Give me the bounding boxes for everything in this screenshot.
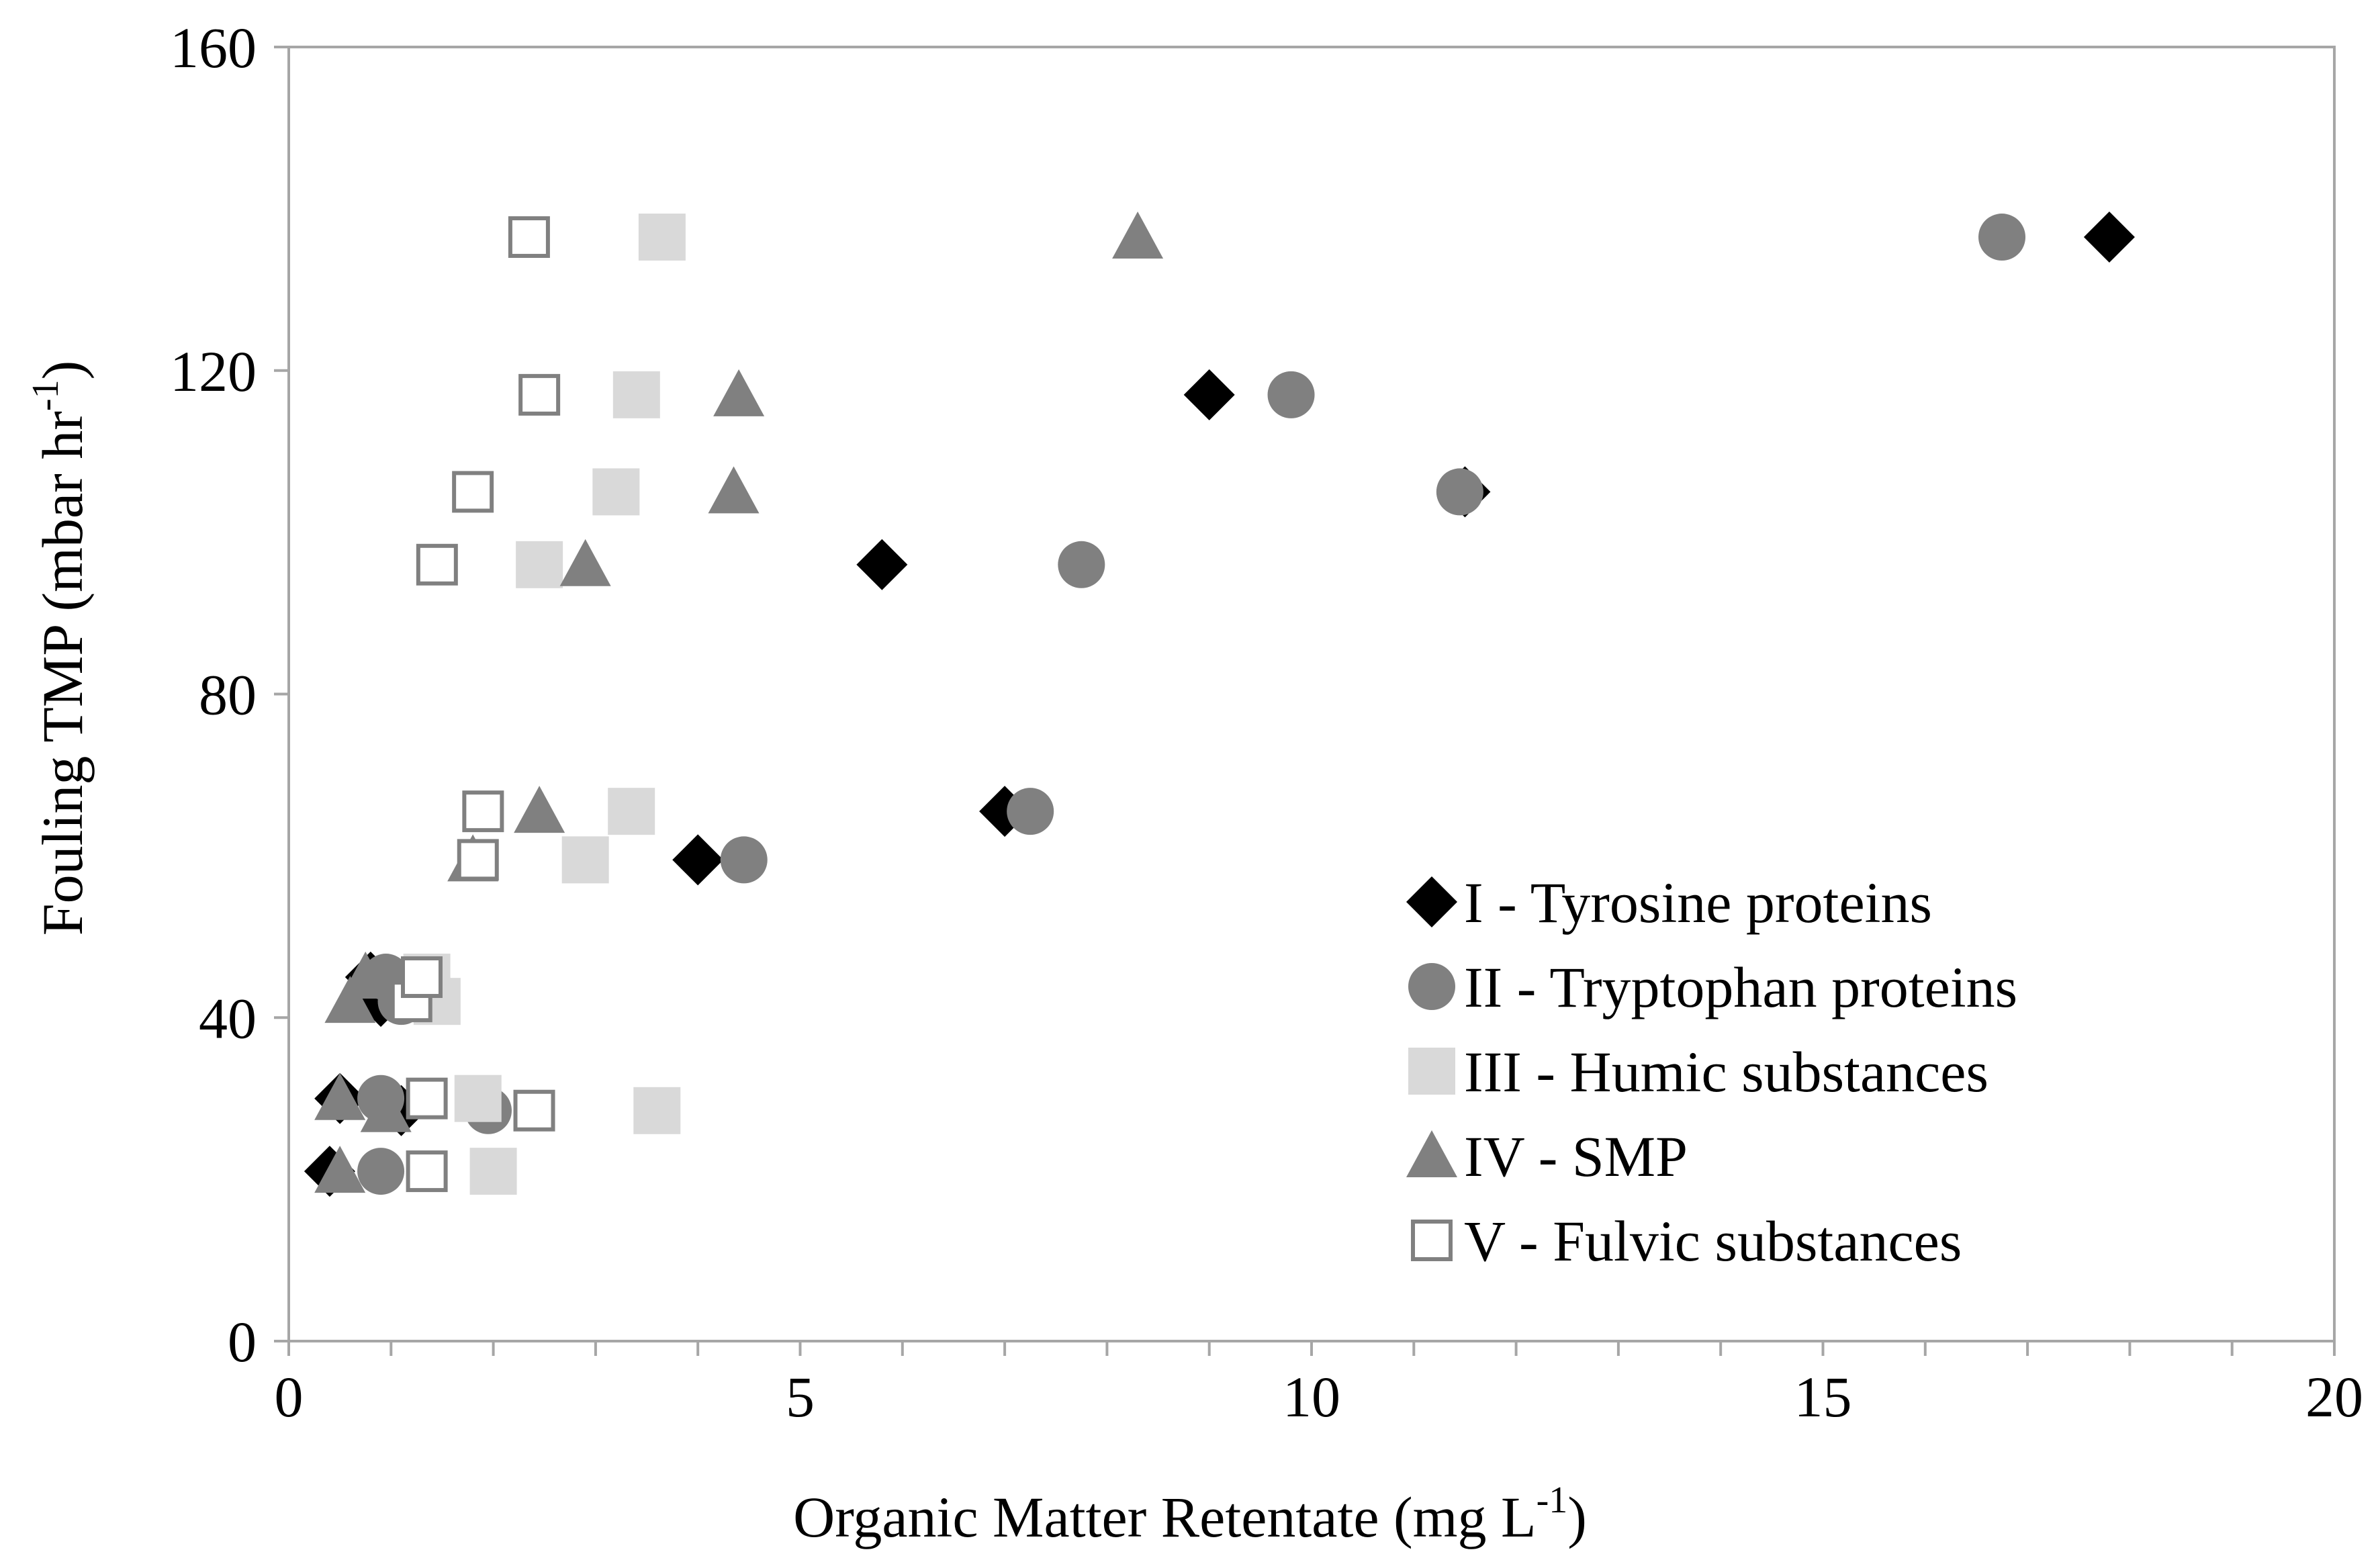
x-tick-label: 15 <box>1794 1365 1852 1429</box>
legend-entry: II - Tryptophan proteins <box>1408 955 2017 1019</box>
axis-ticks <box>274 46 2336 1356</box>
series-4 <box>314 212 1164 1193</box>
legend-marker <box>1406 876 1457 927</box>
x-tick-label: 5 <box>786 1365 815 1429</box>
data-point <box>469 1148 517 1195</box>
x-tick-label: 20 <box>2305 1365 2363 1429</box>
y-axis-title-end: ) <box>30 361 95 380</box>
data-point <box>314 1072 366 1120</box>
data-point <box>633 1087 681 1134</box>
data-point <box>416 543 458 586</box>
x-axis-title-end: ) <box>1567 1485 1587 1549</box>
legend-entry: V - Fulvic substances <box>1411 1209 1962 1273</box>
data-point <box>406 1077 448 1119</box>
x-tick-label: 10 <box>1283 1365 1340 1429</box>
legend-marker <box>1408 1048 1455 1095</box>
y-axis-title-sup: -1 <box>25 379 66 411</box>
legend-marker <box>1406 1130 1457 1177</box>
data-point <box>561 836 609 884</box>
axis-titles: Organic Matter Retentate (mg L-1) Foulin… <box>25 361 1587 1549</box>
data-point <box>720 836 768 884</box>
x-tick-label: 0 <box>275 1365 304 1429</box>
data-point <box>2083 212 2135 263</box>
data-point <box>508 216 550 259</box>
data-point <box>452 471 494 513</box>
legend-label: III - Humic substances <box>1464 1040 1988 1104</box>
legend-entry: IV - SMP <box>1406 1124 1688 1189</box>
series-5 <box>390 216 561 1193</box>
data-point <box>357 1148 405 1195</box>
data-point <box>1007 788 1054 835</box>
y-tick-label: 0 <box>228 1310 257 1374</box>
data-point <box>1183 369 1235 420</box>
legend-label: IV - SMP <box>1464 1124 1688 1189</box>
data-point <box>638 214 686 261</box>
data-point <box>514 786 565 833</box>
y-tick-label: 120 <box>170 339 257 404</box>
data-point <box>672 834 724 886</box>
data-point <box>592 468 640 516</box>
data-point <box>516 541 563 588</box>
y-tick-label: 160 <box>170 15 257 80</box>
data-point <box>1436 468 1483 516</box>
y-axis-title-main: Fouling TMP (mbar hr <box>30 411 95 935</box>
y-axis-title: Fouling TMP (mbar hr-1) <box>25 361 95 935</box>
data-point <box>340 952 392 999</box>
legend-entry: I - Tyrosine proteins <box>1406 870 1932 935</box>
x-axis-title-sup: -1 <box>1537 1479 1568 1521</box>
data-point <box>1978 214 2026 261</box>
data-point <box>612 371 660 418</box>
data-point <box>708 466 760 514</box>
legend-entry: III - Humic substances <box>1408 1040 1988 1104</box>
data-point <box>559 539 611 586</box>
data-point <box>856 539 908 590</box>
data-point <box>462 790 504 833</box>
legend-marker <box>1408 963 1455 1010</box>
y-tick-label: 40 <box>199 986 257 1050</box>
data-point <box>513 1089 555 1132</box>
data-point <box>457 839 499 881</box>
legend-label: II - Tryptophan proteins <box>1464 955 2017 1019</box>
x-axis-title-main: Organic Matter Retentate (mg L <box>793 1485 1536 1549</box>
data-point <box>1058 541 1105 588</box>
legend-label: I - Tyrosine proteins <box>1464 870 1932 935</box>
series-3 <box>403 214 686 1195</box>
data-point <box>400 956 443 999</box>
plot-area-border <box>287 46 2336 1342</box>
data-point <box>608 788 655 835</box>
legend: I - Tyrosine proteins II - Tryptophan pro… <box>1406 870 2017 1273</box>
legend-label: V - Fulvic substances <box>1464 1209 1962 1273</box>
data-point <box>454 1075 502 1122</box>
tick-labels: 0 5 10 15 20 0 40 80 120 160 <box>170 15 2363 1429</box>
data-point <box>713 369 765 416</box>
x-axis-title: Organic Matter Retentate (mg L-1) <box>793 1479 1587 1549</box>
data-point <box>1112 212 1164 259</box>
y-tick-label: 80 <box>199 663 257 727</box>
data-points <box>304 212 2135 1197</box>
legend-marker <box>1411 1220 1453 1261</box>
data-point <box>324 976 376 1023</box>
data-point <box>518 373 561 416</box>
data-point <box>1267 371 1315 418</box>
plot-frame <box>287 46 2336 1342</box>
data-point <box>406 1150 448 1193</box>
data-point <box>314 1146 366 1193</box>
data-point <box>360 1085 412 1132</box>
